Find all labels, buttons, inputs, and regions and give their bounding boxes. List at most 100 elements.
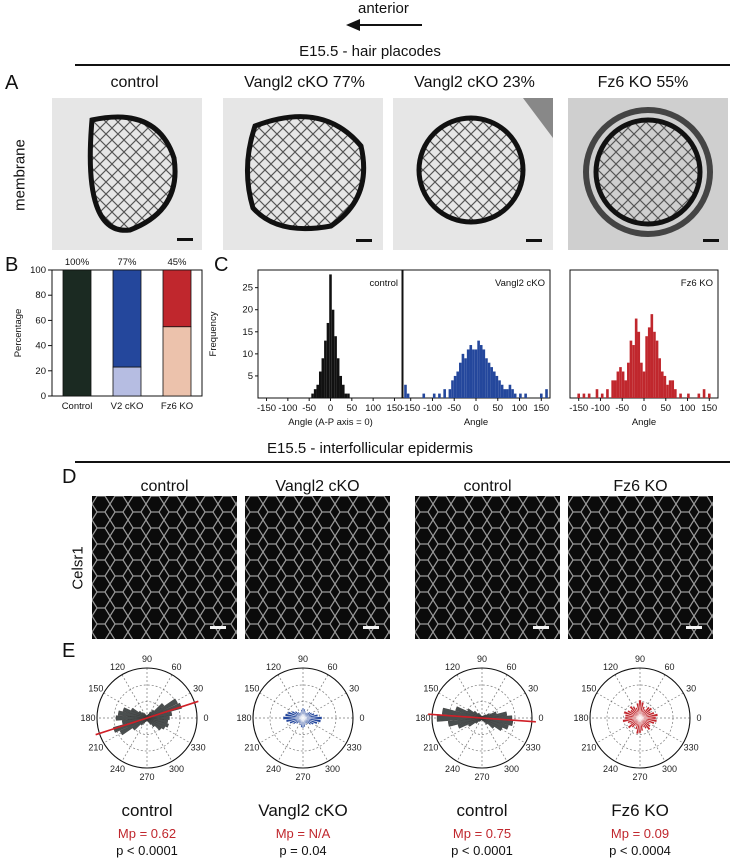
histogram-title: Fz6 KO: [681, 278, 713, 289]
x-tick-label: 50: [492, 403, 503, 414]
histogram-bar: [660, 371, 664, 398]
polar-angle-label: 90: [635, 654, 645, 664]
rose-petal: [146, 702, 165, 719]
panel-a-title-3: Vangl2 cKO 23%: [414, 74, 535, 91]
section-title-interfollicular: E15.5 - interfollicular epidermis: [267, 440, 473, 457]
panel-e-p-1: p < 0.0001: [116, 843, 178, 858]
panel-e-mp-2: Mp = N/A: [275, 826, 331, 841]
rose-petal: [455, 706, 483, 719]
rose-petal: [638, 717, 642, 734]
rose-petal: [291, 710, 304, 719]
x-tick-label: 0: [328, 403, 333, 414]
rose-petal: [143, 717, 148, 724]
histogram-bar: [671, 380, 675, 398]
histogram-bar: [642, 371, 646, 398]
rose-petal: [639, 717, 651, 731]
histogram-bar: [519, 393, 522, 398]
bar-segment: [162, 269, 192, 328]
histogram-bar: [432, 393, 436, 398]
histogram-bar: [313, 389, 317, 398]
polar-angle-label: 60: [171, 662, 181, 672]
x-tick-label: V2 cKO: [111, 401, 144, 410]
histogram-bar: [334, 336, 337, 398]
x-tick-label: 50: [660, 403, 671, 414]
polar-angle-label: 180: [415, 713, 430, 723]
histogram-bar: [329, 274, 332, 398]
rose-petal: [301, 717, 305, 729]
histogram-title: Vangl2 cKO: [495, 278, 545, 289]
rose-petal: [146, 702, 182, 719]
polar-angle-label: 120: [603, 662, 618, 672]
rose-petal: [115, 715, 148, 721]
scale-bar: [177, 238, 193, 241]
polar-angle-label: 270: [632, 772, 647, 782]
x-tick-label: -150: [257, 403, 276, 414]
histogram-bar: [482, 349, 486, 398]
histogram-bar: [524, 393, 527, 398]
rose-petal: [146, 717, 162, 731]
x-tick-label: -100: [278, 403, 297, 414]
polar-angle-label: 0: [538, 713, 543, 723]
histogram-bar: [653, 331, 656, 398]
panel-d-title-2: Vangl2 cKO: [275, 478, 360, 495]
placode-micrograph: [568, 98, 728, 250]
polar-angle-label: 60: [506, 662, 516, 672]
polar-outer-ring: [252, 667, 354, 769]
placode-micrograph: [223, 98, 383, 250]
histogram-bar: [469, 345, 473, 398]
x-axis-label: Angle: [632, 417, 656, 428]
histogram-bar: [640, 362, 643, 398]
rose-petal: [130, 707, 148, 719]
bar-segment: [62, 269, 92, 397]
rose-petal: [302, 717, 315, 726]
rose-petal: [639, 717, 658, 723]
polar-angle-label: 30: [349, 684, 359, 694]
panel-letter-a: A: [5, 72, 19, 94]
x-tick-label: 0: [473, 403, 478, 414]
panel-e-p-3: p < 0.0001: [451, 843, 513, 858]
celsr1-micrograph: [92, 496, 237, 639]
polar-angle-label: 210: [88, 743, 103, 753]
y-axis-label: Frequency: [208, 311, 219, 356]
panel-e-caption-4: Fz6 KO: [611, 801, 669, 820]
chart-b: 0 20 40 60 80 100 Percentage 100% Control 77% V2 c…: [13, 257, 203, 410]
histogram-bar: [655, 340, 659, 398]
x-tick-label: -150: [401, 403, 420, 414]
histogram-bar: [503, 389, 507, 398]
histogram-bar: [687, 393, 690, 398]
panel-e-p-4: p < 0.0004: [609, 843, 671, 858]
histogram-bar: [508, 384, 512, 398]
bar-top-label: 77%: [117, 257, 137, 268]
x-tick-label: 50: [347, 403, 358, 414]
polar-angle-label: 300: [504, 764, 519, 774]
rose-petal: [639, 716, 657, 720]
bar-segment: [162, 326, 192, 397]
histogram-bar: [485, 358, 488, 398]
histogram-bar: [637, 331, 641, 398]
panel-a-title-1: control: [110, 74, 159, 91]
scale-bar: [703, 239, 719, 242]
histogram-bar: [658, 358, 661, 398]
polar-angle-label: 120: [110, 662, 125, 672]
section-title-hair-placodes: E15.5 - hair placodes: [299, 43, 441, 60]
histogram-bar: [472, 349, 475, 398]
histogram-bar: [498, 380, 501, 398]
polar-angle-label: 0: [359, 713, 364, 723]
panel-e-caption-3: control: [456, 801, 508, 820]
panel-e-caption-2: Vangl2 cKO: [258, 801, 348, 820]
histogram-bar: [506, 389, 509, 398]
rose-petal: [457, 717, 483, 729]
y-axis-label: Percentage: [13, 309, 24, 358]
rose-petal: [302, 717, 318, 725]
rose-petal: [639, 717, 655, 725]
bar-segment: [112, 269, 142, 368]
scale-bar: [686, 626, 702, 629]
rose-petal: [282, 716, 304, 720]
panel-e-mp-4: Mp = 0.09: [610, 826, 670, 841]
histogram-bar: [697, 393, 701, 398]
rose-petal: [481, 717, 495, 729]
polar-angle-label: 150: [581, 684, 596, 694]
histogram-bar: [347, 393, 350, 398]
anterior-arrow-icon: [346, 19, 422, 31]
